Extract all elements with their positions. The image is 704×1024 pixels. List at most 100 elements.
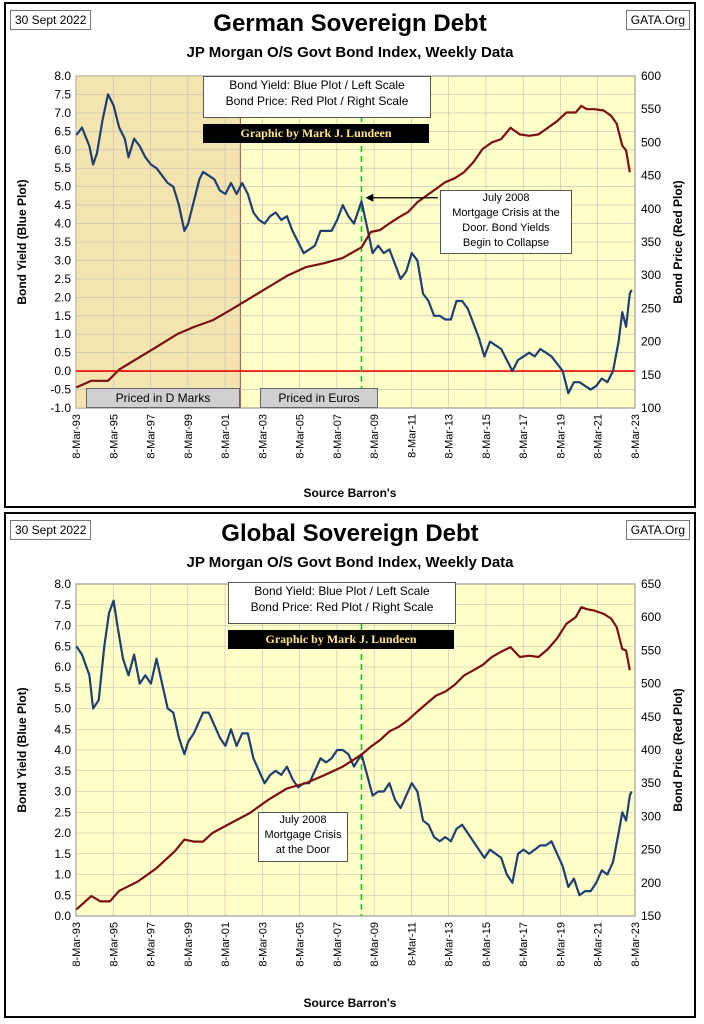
legend-line: Bond Yield: Blue Plot / Left Scale — [254, 584, 430, 598]
y-left-tick-label: 3.5 — [54, 764, 71, 778]
y-right-tick-label: 550 — [641, 643, 661, 657]
chart-subtitle: JP Morgan O/S Govt Bond Index, Weekly Da… — [186, 44, 514, 61]
x-tick-label: 8-Mar-17 — [518, 414, 530, 459]
callout-line: Mortgage Crisis — [264, 829, 342, 841]
y-right-tick-label: 450 — [641, 169, 661, 183]
y-right-tick-label: 600 — [641, 610, 661, 624]
legend-box: Bond Yield: Blue Plot / Left Scale Bond … — [203, 76, 431, 118]
y-right-tick-label: 150 — [641, 368, 661, 382]
y-left-tick-label: 7.5 — [54, 598, 71, 612]
y-right-tick-label: 350 — [641, 776, 661, 790]
y-right-axis-title: Bond Price (Red Plot) — [671, 688, 685, 811]
y-right-tick-label: 500 — [641, 135, 661, 149]
x-tick-label: 8-Mar-11 — [406, 922, 418, 966]
credit-banner: Graphic by Mark J. Lundeen — [203, 124, 429, 143]
legend-box: Bond Yield: Blue Plot / Left Scale Bond … — [228, 582, 456, 624]
x-tick-label: 8-Mar-19 — [555, 922, 567, 967]
y-left-tick-label: 0.5 — [54, 346, 71, 360]
x-tick-label: 8-Mar-15 — [481, 414, 493, 459]
x-tick-label: 8-Mar-21 — [593, 414, 605, 459]
y-left-tick-label: 2.0 — [54, 290, 71, 304]
y-left-tick-label: 5.0 — [54, 180, 71, 194]
y-left-tick-label: 8.0 — [54, 577, 71, 591]
callout-arrow-head — [365, 193, 374, 202]
german-debt-panel: -1.0 -0.5 0.0 0.5 1.0 1.5 2.0 2.5 3.0 3.5 4.0 4.5 5.… — [4, 2, 696, 508]
y-left-tick-label: 3.5 — [54, 235, 71, 249]
x-tick-label: 8-Mar-09 — [369, 922, 381, 967]
y-left-tick-label: 0.0 — [54, 909, 71, 923]
y-right-tick-label: 250 — [641, 843, 661, 857]
y-right-tick-label: 100 — [641, 401, 661, 415]
y-left-tick-label: -0.5 — [50, 383, 71, 397]
site-label: GATA.Org — [625, 520, 690, 540]
legend-line: Bond Price: Red Plot / Right Scale — [250, 600, 434, 614]
y-left-axis-title: Bond Yield (Blue Plot) — [15, 179, 29, 304]
x-tick-label: 8-Mar-99 — [183, 414, 195, 459]
y-left-tick-label: 1.5 — [54, 309, 71, 323]
bond-yield-line — [75, 599, 633, 897]
y-right-tick-label: 450 — [641, 710, 661, 724]
x-tick-label: 8-Mar-07 — [332, 414, 344, 459]
y-right-tick-label: 200 — [641, 335, 661, 349]
y-right-tick-label: 600 — [641, 69, 661, 83]
y-left-tick-label: 7.0 — [54, 619, 71, 633]
callout-line: Door. Bond Yields — [462, 222, 550, 234]
y-left-tick-label: 3.0 — [54, 253, 71, 267]
x-tick-label: 8-Mar-11 — [406, 414, 418, 458]
x-tick-label: 8-Mar-01 — [220, 922, 232, 967]
y-right-tick-label: 300 — [641, 809, 661, 823]
y-left-tick-label: 1.0 — [54, 868, 71, 882]
y-right-tick-label: 350 — [641, 235, 661, 249]
y-left-tick-label: 6.5 — [54, 124, 71, 138]
x-tick-label: 8-Mar-05 — [295, 414, 307, 459]
x-tick-label: 8-Mar-17 — [518, 922, 530, 967]
y-right-tick-label: 550 — [641, 102, 661, 116]
x-tick-label: 8-Mar-13 — [444, 414, 456, 459]
y-left-tick-label: 5.0 — [54, 702, 71, 716]
chart-subtitle: JP Morgan O/S Govt Bond Index, Weekly Da… — [186, 554, 514, 571]
x-tick-label: 8-Mar-05 — [295, 922, 307, 967]
chart-date: 30 Sept 2022 — [10, 520, 92, 540]
bond-price-line — [75, 606, 631, 911]
x-tick-label: 8-Mar-19 — [555, 414, 567, 459]
y-left-tick-label: 5.5 — [54, 161, 71, 175]
y-right-tick-label: 300 — [641, 268, 661, 282]
callout-line: Begin to Collapse — [462, 237, 550, 249]
global-debt-panel: 0.0 0.5 1.0 1.5 2.0 2.5 3.0 3.5 4.0 4.5 5.0 5.5 6.0 6… — [4, 512, 696, 1018]
y-left-tick-label: 6.0 — [54, 660, 71, 674]
chart-date: 30 Sept 2022 — [10, 10, 92, 30]
callout-line: Mortgage Crisis at the — [452, 207, 560, 219]
chart-title: Global Sovereign Debt — [221, 520, 479, 547]
callout-box: July 2008 Mortgage Crisis at the Door. B… — [440, 190, 572, 254]
x-tick-label: 8-Mar-09 — [369, 414, 381, 459]
credit-banner: Graphic by Mark J. Lundeen — [228, 630, 454, 649]
x-tick-label: 8-Mar-93 — [71, 922, 83, 967]
y-right-tick-label: 500 — [641, 677, 661, 691]
x-tick-label: 8-Mar-01 — [220, 414, 232, 459]
bond-price-line — [75, 104, 631, 389]
site-label: GATA.Org — [625, 10, 690, 30]
x-tick-label: 8-Mar-03 — [257, 922, 269, 967]
y-left-tick-label: 7.0 — [54, 106, 71, 120]
y-right-tick-label: 250 — [641, 301, 661, 315]
x-tick-label: 8-Mar-95 — [108, 922, 120, 967]
y-left-tick-label: -1.0 — [50, 401, 71, 415]
callout-line: at the Door — [275, 844, 331, 856]
y-left-tick-label: 2.5 — [54, 272, 71, 286]
y-right-axis-title: Bond Price (Red Plot) — [671, 180, 685, 303]
y-right-tick-label: 400 — [641, 743, 661, 757]
y-left-tick-label: 4.5 — [54, 722, 71, 736]
y-left-tick-label: 5.5 — [54, 681, 71, 695]
y-left-tick-label: 6.5 — [54, 639, 71, 653]
x-tick-label: 8-Mar-97 — [146, 414, 158, 459]
y-right-tick-label: 150 — [641, 909, 661, 923]
x-tick-label: 8-Mar-99 — [183, 922, 195, 967]
x-tick-label: 8-Mar-15 — [481, 922, 493, 967]
y-left-tick-label: 7.5 — [54, 87, 71, 101]
x-tick-label: 8-Mar-07 — [332, 922, 344, 967]
region-label-dmarks: Priced in D Marks — [86, 388, 240, 408]
x-tick-label: 8-Mar-23 — [630, 922, 642, 967]
y-left-tick-label: 0.0 — [54, 364, 71, 378]
x-tick-label: 8-Mar-03 — [257, 414, 269, 459]
y-left-tick-label: 4.0 — [54, 217, 71, 231]
